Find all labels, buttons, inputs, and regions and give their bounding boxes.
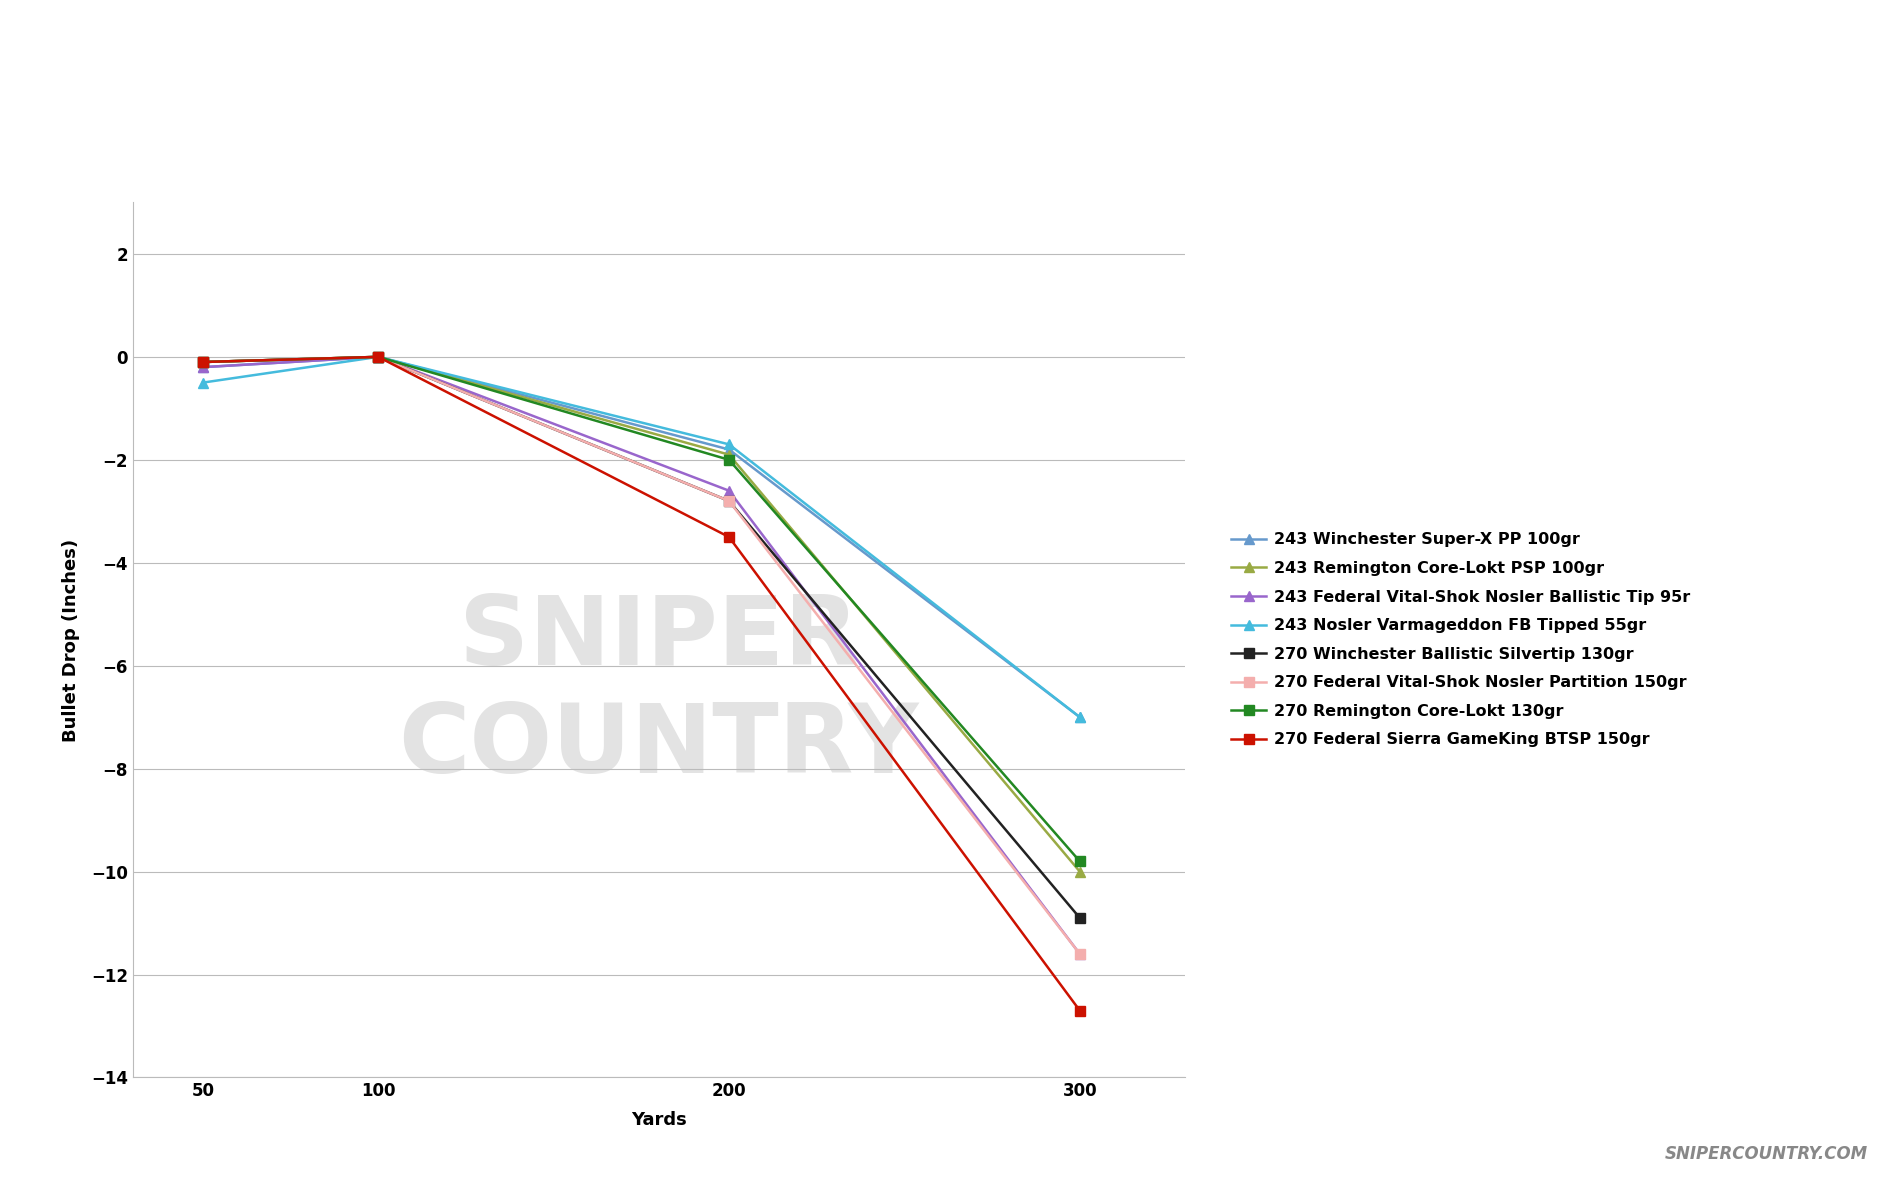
243 Nosler Varmageddon FB Tipped 55gr (366, 349, 389, 363)
243 Remington Core-Lokt PSP 100gr (366, 349, 389, 363)
Line: 243 Federal Vital-Shok Nosler Ballistic Tip 95r: 243 Federal Vital-Shok Nosler Ballistic … (197, 352, 1085, 959)
Line: 243 Winchester Super-X PP 100gr: 243 Winchester Super-X PP 100gr (197, 352, 1085, 722)
270 Remington Core-Lokt 130gr (717, 452, 739, 466)
243 Federal Vital-Shok Nosler Ballistic Tip 95r (366, 349, 389, 363)
270 Remington Core-Lokt 130gr (366, 349, 389, 363)
243 Nosler Varmageddon FB Tipped 55gr (191, 375, 214, 390)
243 Nosler Varmageddon FB Tipped 55gr (717, 437, 739, 451)
270 Federal Vital-Shok Nosler Partition 150gr (366, 349, 389, 363)
243 Remington Core-Lokt PSP 100gr (191, 355, 214, 369)
Line: 270 Remington Core-Lokt 130gr: 270 Remington Core-Lokt 130gr (197, 352, 1085, 867)
243 Winchester Super-X PP 100gr (366, 349, 389, 363)
X-axis label: Yards: Yards (631, 1112, 686, 1130)
243 Nosler Varmageddon FB Tipped 55gr (1067, 710, 1090, 725)
Line: 270 Federal Vital-Shok Nosler Partition 150gr: 270 Federal Vital-Shok Nosler Partition … (197, 352, 1085, 959)
270 Federal Sierra GameKing BTSP 150gr (717, 530, 739, 545)
Line: 270 Federal Sierra GameKing BTSP 150gr: 270 Federal Sierra GameKing BTSP 150gr (197, 352, 1085, 1016)
270 Federal Sierra GameKing BTSP 150gr (366, 349, 389, 363)
Line: 243 Nosler Varmageddon FB Tipped 55gr: 243 Nosler Varmageddon FB Tipped 55gr (197, 352, 1085, 722)
243 Winchester Super-X PP 100gr (191, 360, 214, 374)
Line: 270 Winchester Ballistic Silvertip 130gr: 270 Winchester Ballistic Silvertip 130gr (197, 352, 1085, 922)
270 Remington Core-Lokt 130gr (1067, 854, 1090, 868)
Text: SNIPERCOUNTRY.COM: SNIPERCOUNTRY.COM (1665, 1145, 1868, 1163)
270 Winchester Ballistic Silvertip 130gr (1067, 910, 1090, 925)
Line: 243 Remington Core-Lokt PSP 100gr: 243 Remington Core-Lokt PSP 100gr (197, 352, 1085, 876)
243 Federal Vital-Shok Nosler Ballistic Tip 95r (191, 360, 214, 374)
243 Federal Vital-Shok Nosler Ballistic Tip 95r (1067, 947, 1090, 961)
Text: SHORT RANGE TRAJECTORY: SHORT RANGE TRAJECTORY (330, 43, 1566, 121)
270 Winchester Ballistic Silvertip 130gr (191, 355, 214, 369)
270 Winchester Ballistic Silvertip 130gr (366, 349, 389, 363)
270 Federal Sierra GameKing BTSP 150gr (191, 355, 214, 369)
243 Winchester Super-X PP 100gr (1067, 710, 1090, 725)
270 Remington Core-Lokt 130gr (191, 355, 214, 369)
Legend: 243 Winchester Super-X PP 100gr, 243 Remington Core-Lokt PSP 100gr, 243 Federal : 243 Winchester Super-X PP 100gr, 243 Rem… (1225, 526, 1697, 754)
270 Federal Vital-Shok Nosler Partition 150gr (1067, 947, 1090, 961)
243 Winchester Super-X PP 100gr (717, 443, 739, 457)
243 Federal Vital-Shok Nosler Ballistic Tip 95r (717, 483, 739, 497)
270 Winchester Ballistic Silvertip 130gr (717, 494, 739, 508)
243 Remington Core-Lokt PSP 100gr (1067, 864, 1090, 879)
270 Federal Vital-Shok Nosler Partition 150gr (191, 355, 214, 369)
Text: SNIPER
COUNTRY: SNIPER COUNTRY (398, 592, 920, 793)
243 Remington Core-Lokt PSP 100gr (717, 448, 739, 462)
270 Federal Sierra GameKing BTSP 150gr (1067, 1003, 1090, 1017)
270 Federal Vital-Shok Nosler Partition 150gr (717, 494, 739, 508)
Y-axis label: Bullet Drop (Inches): Bullet Drop (Inches) (63, 539, 80, 741)
